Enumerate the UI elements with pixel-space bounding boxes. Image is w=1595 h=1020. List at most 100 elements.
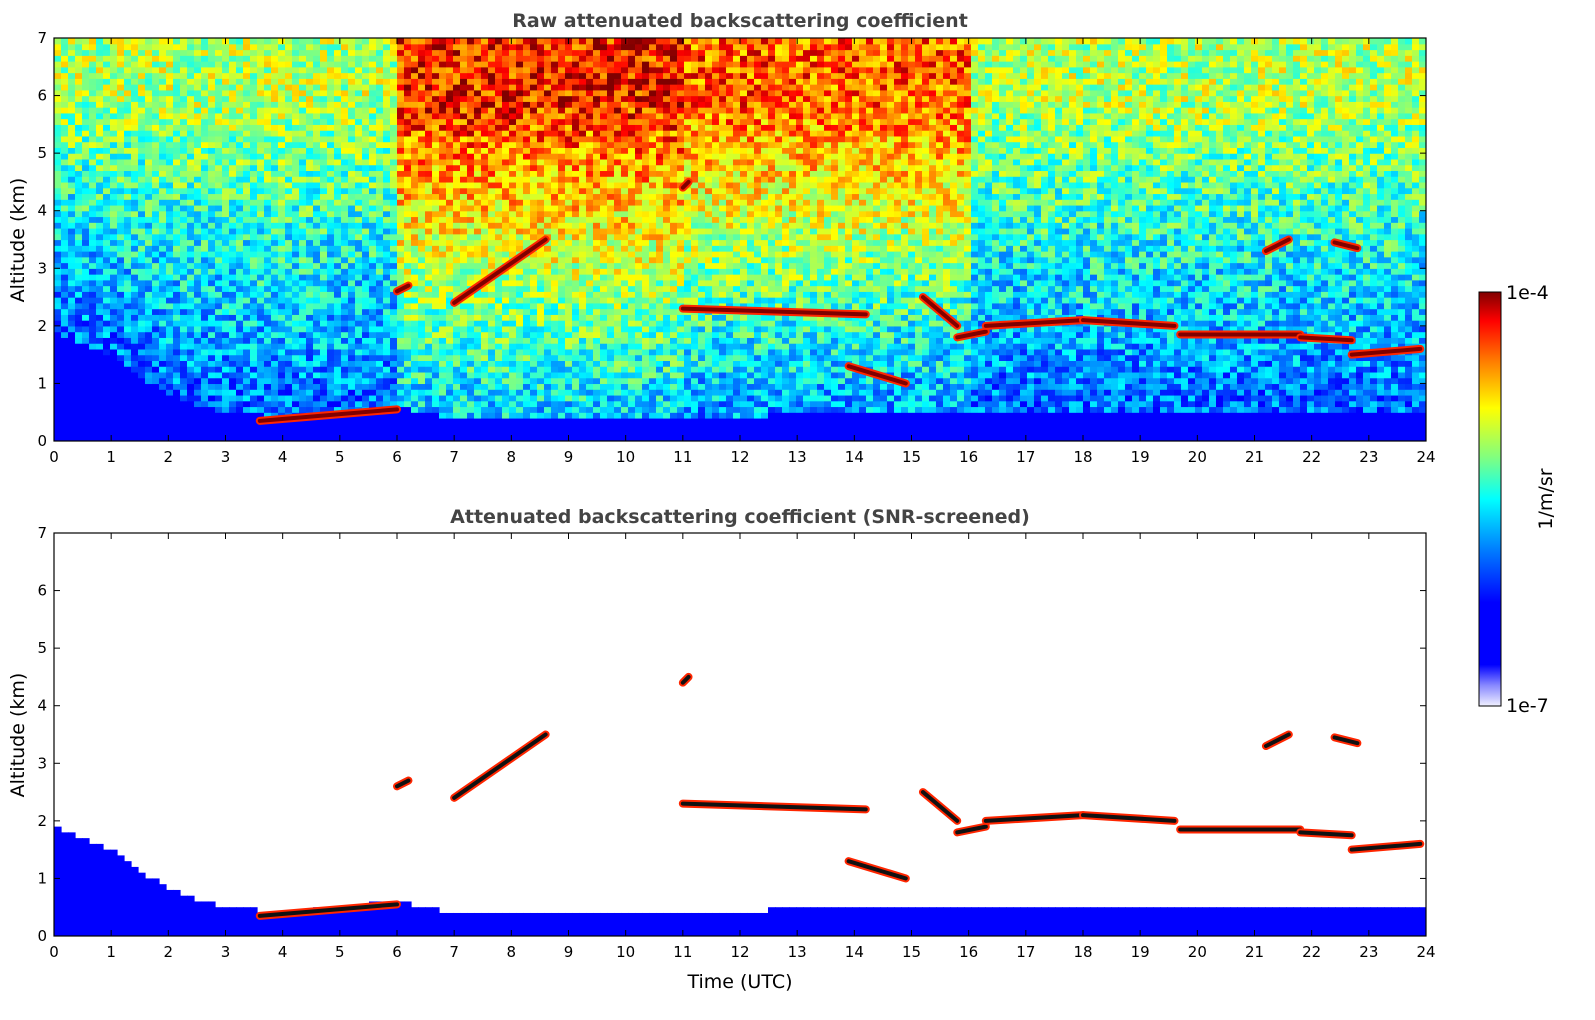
heatmap-cell — [502, 112, 510, 120]
heatmap-cell — [222, 227, 230, 235]
heatmap-cell — [194, 308, 202, 315]
heatmap-cell — [404, 389, 412, 396]
heatmap-cell — [117, 89, 125, 97]
heatmap-cell — [292, 343, 300, 350]
heatmap-cell — [467, 95, 475, 102]
heatmap-cell — [404, 331, 412, 338]
heatmap-cell — [418, 394, 426, 402]
heatmap-cell — [411, 274, 419, 281]
heatmap-cell — [327, 89, 335, 97]
heatmap-cell — [229, 124, 237, 131]
heatmap-cell — [488, 199, 496, 206]
heatmap-cell — [537, 233, 545, 241]
heatmap-cell — [397, 43, 405, 51]
heatmap-cell — [327, 371, 335, 379]
heatmap-cell — [201, 302, 209, 310]
heatmap-cell — [376, 423, 384, 431]
heatmap-cell — [488, 72, 496, 79]
heatmap-cell — [180, 222, 188, 229]
heatmap-cell — [299, 279, 307, 287]
heatmap-cell — [82, 95, 90, 102]
heatmap-cell — [453, 72, 461, 79]
heatmap-cell — [292, 297, 300, 304]
heatmap-cell — [348, 268, 356, 275]
heatmap-cell — [271, 331, 279, 338]
heatmap-cell — [145, 43, 153, 51]
heatmap-cell — [54, 302, 62, 310]
heatmap-cell — [474, 325, 482, 333]
heatmap-cell — [229, 412, 237, 419]
heatmap-cell — [264, 423, 272, 431]
heatmap-cell — [446, 78, 454, 85]
heatmap-cell — [474, 417, 482, 425]
heatmap-cell — [89, 291, 97, 298]
heatmap-cell — [432, 227, 440, 235]
heatmap-cell — [131, 164, 139, 172]
heatmap-cell — [187, 371, 195, 379]
heatmap-cell — [390, 181, 398, 189]
heatmap-cell — [488, 181, 496, 189]
heatmap-cell — [292, 72, 300, 79]
heatmap-cell — [425, 176, 433, 183]
heatmap-cell — [173, 412, 181, 419]
heatmap-cell — [327, 176, 335, 183]
heatmap-cell — [397, 95, 405, 102]
heatmap-cell — [425, 158, 433, 166]
heatmap-cell — [264, 297, 272, 304]
heatmap-cell — [306, 78, 314, 85]
heatmap-cell — [131, 291, 139, 298]
heatmap-cell — [124, 360, 132, 367]
heatmap-cell — [82, 187, 90, 195]
heatmap-cell — [383, 130, 391, 137]
heatmap-cell — [278, 164, 286, 172]
heatmap-cell — [390, 383, 398, 390]
heatmap-cell — [446, 262, 454, 269]
heatmap-cell — [152, 112, 160, 120]
heatmap-cell — [131, 354, 139, 361]
heatmap-cell — [474, 366, 482, 373]
heatmap-cell — [460, 389, 468, 396]
heatmap-cell — [264, 130, 272, 137]
heatmap-cell — [243, 227, 251, 235]
heatmap-cell — [138, 314, 146, 321]
heatmap-cell — [544, 153, 552, 160]
heatmap-cell — [425, 412, 433, 419]
heatmap-cell — [390, 216, 398, 223]
heatmap-cell — [194, 274, 202, 281]
heatmap-cell — [453, 371, 461, 379]
heatmap-cell — [285, 400, 293, 408]
heatmap-cell — [299, 124, 307, 131]
heatmap-cell — [460, 124, 468, 131]
heatmap-cell — [362, 417, 370, 425]
heatmap-cell — [516, 325, 524, 333]
heatmap-cell — [544, 78, 552, 85]
heatmap-cell — [250, 377, 258, 385]
heatmap-cell — [516, 49, 524, 56]
heatmap-cell — [523, 176, 531, 183]
heatmap-cell — [516, 43, 524, 51]
heatmap-cell — [54, 141, 62, 148]
heatmap-cell — [222, 216, 230, 223]
heatmap-cell — [502, 371, 510, 379]
heatmap-cell — [348, 38, 356, 45]
heatmap-cell — [278, 308, 286, 315]
heatmap-cell — [145, 187, 153, 195]
heatmap-cell — [460, 153, 468, 160]
heatmap-cell — [68, 216, 76, 223]
heatmap-cell — [502, 256, 510, 264]
heatmap-cell — [215, 337, 223, 344]
heatmap-cell — [278, 279, 286, 287]
heatmap-cell — [250, 383, 258, 390]
heatmap-cell — [54, 320, 62, 327]
heatmap-cell — [180, 141, 188, 148]
heatmap-cell — [404, 360, 412, 367]
heatmap-cell — [264, 245, 272, 252]
heatmap-cell — [124, 314, 132, 321]
heatmap-cell — [208, 199, 216, 206]
heatmap-cell — [236, 101, 244, 108]
heatmap-cell — [418, 135, 426, 143]
heatmap-cell — [390, 429, 398, 436]
heatmap-cell — [327, 389, 335, 396]
heatmap-cell — [369, 297, 377, 304]
heatmap-cell — [222, 89, 230, 97]
